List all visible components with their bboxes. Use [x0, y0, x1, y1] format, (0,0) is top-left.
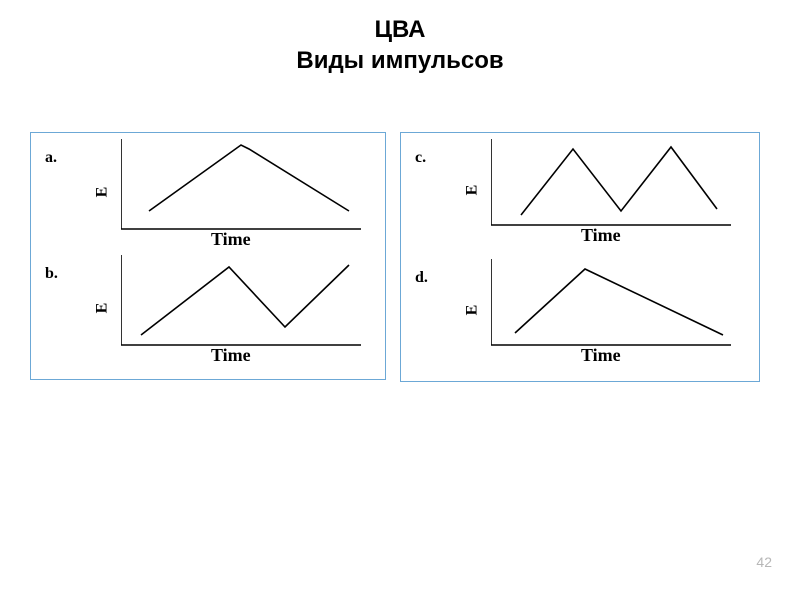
xlabel-b: Time	[211, 345, 251, 366]
panel-right: c. E Time d. E Time	[400, 132, 760, 382]
page-title: ЦВА Виды импульсов	[0, 0, 800, 76]
chart-b	[121, 255, 361, 347]
ylabel-c: E	[463, 185, 481, 196]
plot-label-c: c.	[415, 149, 426, 167]
subplot-b: b. E Time	[41, 255, 371, 365]
plot-label-d: d.	[415, 269, 428, 287]
title-line-2: Виды импульсов	[0, 45, 800, 76]
xlabel-c: Time	[581, 225, 621, 246]
axis-c	[491, 139, 731, 225]
curve-d	[515, 269, 723, 335]
chart-d	[491, 259, 731, 347]
ylabel-d: E	[463, 305, 481, 316]
axis-d	[491, 259, 731, 345]
ylabel-b: E	[93, 303, 111, 314]
subplot-d: d. E Time	[411, 259, 741, 367]
xlabel-a: Time	[211, 229, 251, 250]
curve-c	[521, 147, 717, 215]
curve-a	[149, 145, 349, 211]
ylabel-a: E	[93, 187, 111, 198]
plot-label-b: b.	[45, 265, 58, 283]
page-number: 42	[756, 554, 772, 570]
axis-b	[121, 255, 361, 345]
plot-label-a: a.	[45, 149, 57, 167]
axis-a	[121, 139, 361, 229]
subplot-a: a. E Time	[41, 139, 371, 249]
xlabel-d: Time	[581, 345, 621, 366]
chart-a	[121, 139, 361, 231]
subplot-c: c. E Time	[411, 139, 741, 247]
panel-left: a. E Time b. E Time	[30, 132, 386, 380]
title-line-1: ЦВА	[0, 14, 800, 45]
curve-b	[141, 265, 349, 335]
panels-container: a. E Time b. E Time c. E	[30, 132, 770, 382]
chart-c	[491, 139, 731, 227]
